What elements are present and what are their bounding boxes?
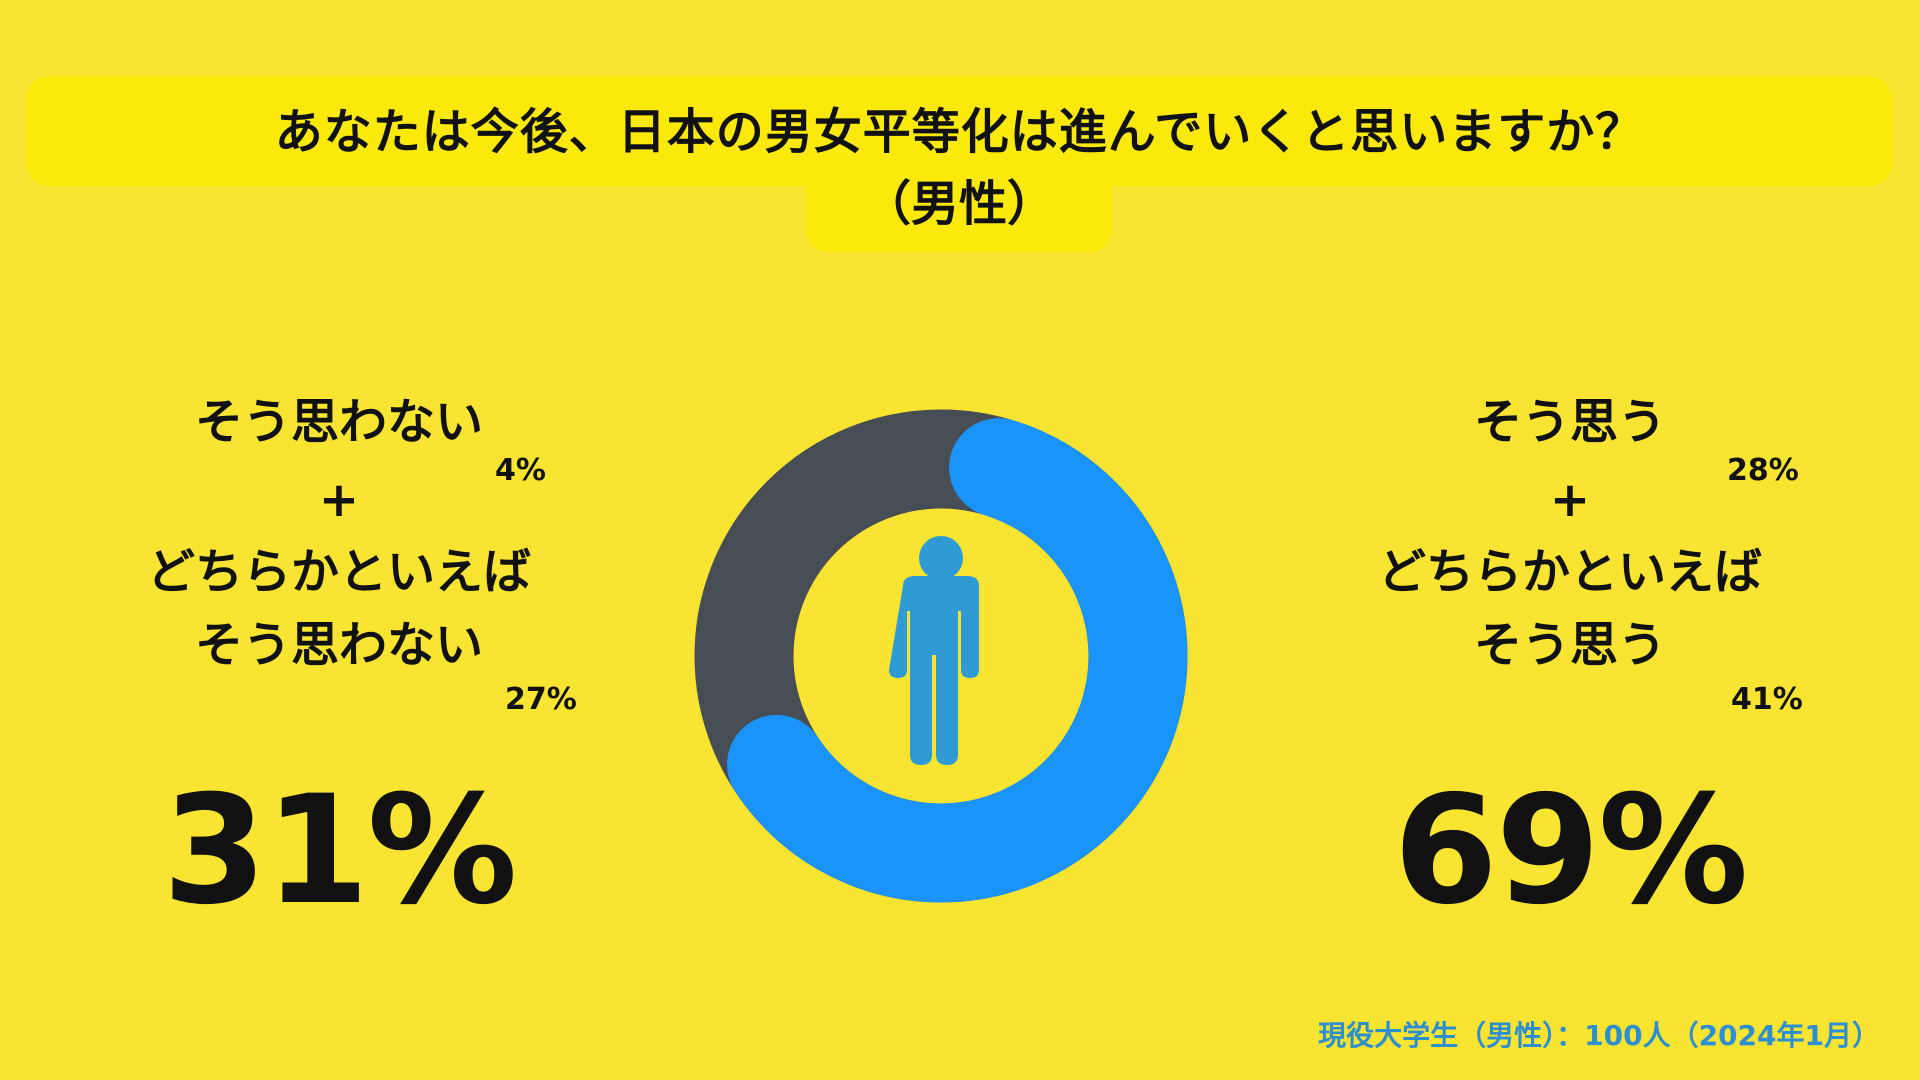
footer-note: 現役大学生（男性）：100人（2024年1月） <box>1318 1019 1880 1052</box>
left-pct-2: 27% <box>505 682 577 717</box>
subtitle-banner <box>806 170 1112 252</box>
left-pct-1: 4% <box>495 453 546 488</box>
left-label-1: そう思わない <box>194 394 483 450</box>
male-person-icon <box>889 536 979 765</box>
donut-segment-positive <box>727 418 1188 903</box>
right-pct-1: 28% <box>1727 453 1799 488</box>
page-subtitle: （男性） <box>862 176 1055 232</box>
page-title: あなたは今後、日本の男女平等化は進んでいくと思いますか？ <box>274 104 1645 160</box>
left-label-2: どちらかといえば <box>146 544 531 600</box>
right-label-3: そう思う <box>1473 617 1666 673</box>
right-label-2: どちらかといえば <box>1377 544 1762 600</box>
right-pct-2: 41% <box>1731 682 1803 717</box>
left-label-3: そう思わない <box>194 617 483 673</box>
right-total: 69% <box>1393 764 1748 938</box>
right-label-1: そう思う <box>1473 394 1666 450</box>
left-plus: + <box>318 472 360 528</box>
left-total: 31% <box>162 764 517 938</box>
title-banner <box>27 76 1892 186</box>
right-plus: + <box>1549 472 1591 528</box>
